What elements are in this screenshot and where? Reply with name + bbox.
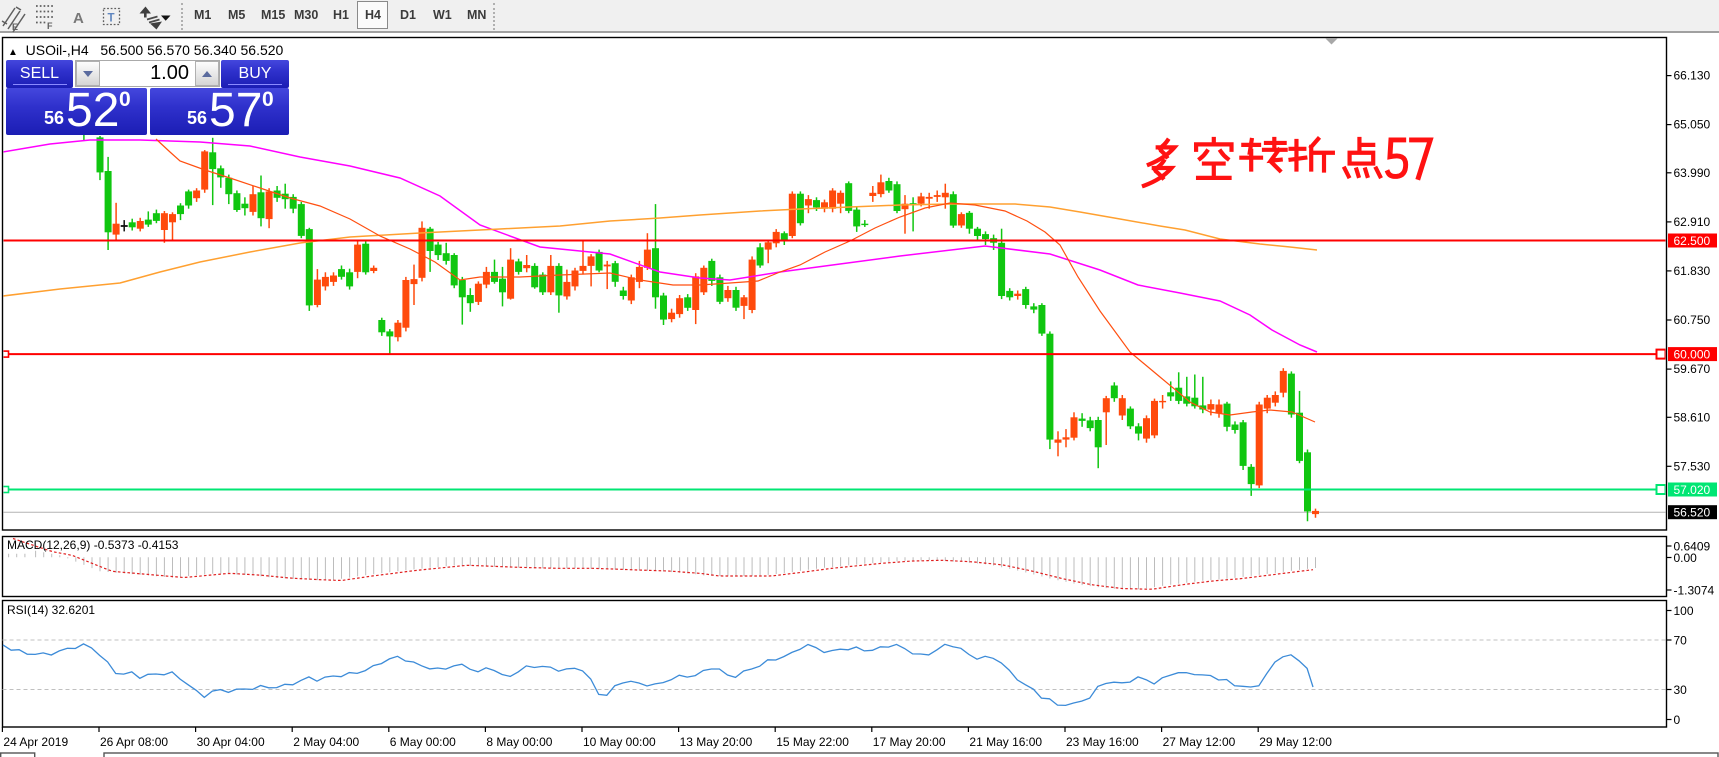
svg-text:15 May 22:00: 15 May 22:00 — [776, 735, 849, 749]
svg-text:T: T — [108, 13, 115, 25]
svg-text:60.750: 60.750 — [1674, 313, 1711, 327]
svg-text:62.500: 62.500 — [1674, 234, 1711, 248]
svg-text:30 Apr 04:00: 30 Apr 04:00 — [197, 735, 265, 749]
svg-text:E: E — [12, 22, 18, 32]
svg-text:62.910: 62.910 — [1674, 215, 1711, 229]
svg-text:0.6409: 0.6409 — [1674, 540, 1711, 554]
svg-text:13 May 20:00: 13 May 20:00 — [680, 735, 753, 749]
svg-text:26 Apr 08:00: 26 Apr 08:00 — [100, 735, 168, 749]
svg-text:A: A — [73, 10, 84, 27]
svg-text:0.00: 0.00 — [1674, 551, 1698, 565]
svg-text:56.520: 56.520 — [1674, 506, 1711, 520]
svg-text:57.020: 57.020 — [1674, 483, 1711, 497]
svg-text:17 May 20:00: 17 May 20:00 — [873, 735, 946, 749]
svg-text:10 May 00:00: 10 May 00:00 — [583, 735, 656, 749]
svg-text:70: 70 — [1674, 634, 1688, 648]
svg-text:0: 0 — [1674, 713, 1681, 727]
svg-text:-1.3074: -1.3074 — [1674, 584, 1715, 598]
svg-text:F: F — [47, 21, 53, 31]
svg-text:65.050: 65.050 — [1674, 118, 1711, 132]
svg-text:60.000: 60.000 — [1674, 348, 1711, 362]
svg-text:61.830: 61.830 — [1674, 264, 1711, 278]
svg-text:MACD(12,26,9) -0.5373 -0.4153: MACD(12,26,9) -0.5373 -0.4153 — [7, 538, 179, 552]
svg-text:100: 100 — [1674, 604, 1694, 618]
svg-text:29 May 12:00: 29 May 12:00 — [1259, 735, 1332, 749]
svg-text:58.610: 58.610 — [1674, 410, 1711, 424]
svg-text:66.130: 66.130 — [1674, 69, 1711, 83]
svg-text:27 May 12:00: 27 May 12:00 — [1163, 735, 1236, 749]
svg-text:21 May 16:00: 21 May 16:00 — [969, 735, 1042, 749]
svg-text:57.530: 57.530 — [1674, 459, 1711, 473]
svg-text:RSI(14) 32.6201: RSI(14) 32.6201 — [7, 603, 95, 617]
svg-text:23 May 16:00: 23 May 16:00 — [1066, 735, 1139, 749]
svg-text:24 Apr 2019: 24 Apr 2019 — [3, 735, 68, 749]
svg-text:8 May 00:00: 8 May 00:00 — [486, 735, 552, 749]
svg-text:63.990: 63.990 — [1674, 166, 1711, 180]
svg-text:2 May 04:00: 2 May 04:00 — [293, 735, 359, 749]
svg-text:59.670: 59.670 — [1674, 362, 1711, 376]
svg-text:30: 30 — [1674, 683, 1688, 697]
svg-text:6 May 00:00: 6 May 00:00 — [390, 735, 456, 749]
